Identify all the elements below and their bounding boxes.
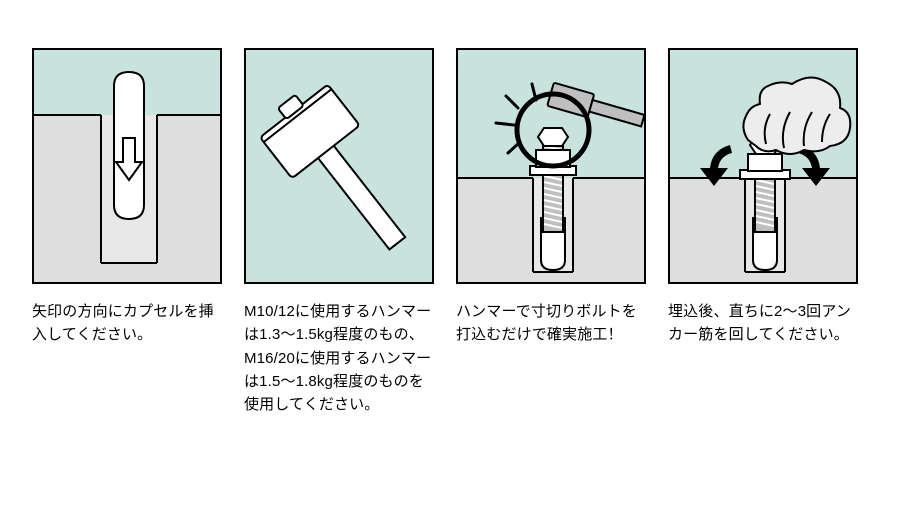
caption-3: ハンマーで寸切りボルトを打込むだけで確実施工！: [456, 300, 646, 347]
panel-1: [32, 48, 222, 284]
caption-2: M10/12に使用するハンマーは1.3〜1.5kg程度のもの、M16/20に使用…: [244, 300, 434, 416]
diagram-insert-capsule: [34, 50, 222, 284]
panel-4: [668, 48, 858, 284]
caption-1: 矢印の方向にカプセルを挿入してください。: [32, 300, 222, 347]
panel-2: [244, 48, 434, 284]
diagram-hammer-bolt: [458, 50, 646, 284]
diagram-hammer-spec: [246, 50, 434, 284]
step-4: 埋込後、直ちに2〜3回アンカー筋を回してください。: [668, 48, 858, 474]
diagram-rotate-anchor: [670, 50, 858, 284]
step-3: ハンマーで寸切りボルトを打込むだけで確実施工！: [456, 48, 646, 474]
step-2: M10/12に使用するハンマーは1.3〜1.5kg程度のもの、M16/20に使用…: [244, 48, 434, 474]
panel-3: [456, 48, 646, 284]
step-1: 矢印の方向にカプセルを挿入してください。: [32, 48, 222, 474]
caption-4: 埋込後、直ちに2〜3回アンカー筋を回してください。: [668, 300, 858, 347]
